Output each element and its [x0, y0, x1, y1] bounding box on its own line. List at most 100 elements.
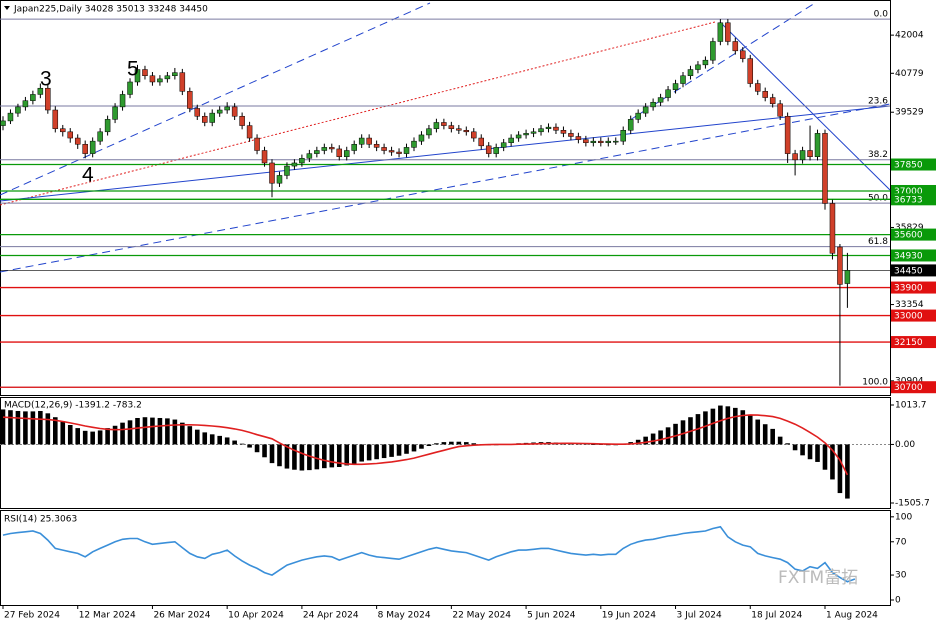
candle-body [463, 130, 470, 133]
trendline [0, 2, 431, 196]
macd-bar [322, 444, 327, 469]
candle-body [583, 139, 589, 143]
macd-bar [52, 417, 58, 445]
candle-body [187, 91, 193, 109]
menu-arrow[interactable] [4, 6, 10, 10]
candle-body [202, 115, 208, 123]
candle-body [642, 106, 649, 114]
x-tick-label: 8 May 2024 [378, 611, 431, 621]
candle-body [500, 142, 507, 148]
macd-bar [284, 444, 290, 469]
candle-body [590, 140, 597, 143]
candle-body [687, 69, 694, 77]
candle-body [276, 175, 283, 184]
macd-bar [224, 437, 230, 445]
level-box [891, 281, 936, 294]
macd-bar [165, 418, 170, 445]
macd-bar [777, 436, 783, 445]
candle-body [179, 72, 186, 92]
candle-body [67, 131, 73, 139]
macd-bar [239, 443, 245, 445]
level-label: 33900 [894, 284, 923, 294]
macd-bar [381, 444, 387, 459]
y-tick-label: -1505.7 [895, 499, 930, 509]
candle-body [411, 140, 417, 148]
x-tick-label: 18 Jul 2024 [751, 611, 802, 621]
candle-body [172, 72, 178, 77]
candle-body [299, 158, 305, 164]
candle-body [89, 140, 96, 154]
candle-body [45, 87, 51, 111]
candle-body [358, 137, 365, 145]
macd-bar [583, 444, 589, 445]
candle-body [545, 126, 552, 129]
macd-bar [665, 427, 671, 445]
level-label: 36733 [894, 195, 923, 205]
macd-bar [725, 406, 731, 445]
x-tick-label: 5 Jun 2024 [527, 611, 576, 621]
candle-body [448, 125, 455, 129]
candle-body [814, 133, 821, 157]
candle-body [314, 150, 320, 154]
macd-bar [82, 430, 88, 445]
x-tick-label: 19 Jun 2024 [602, 611, 656, 621]
y-tick-label: 100 [895, 512, 912, 522]
candle-body [134, 69, 141, 83]
candle-body [657, 97, 664, 103]
macd-bar [194, 429, 200, 445]
candle-body [224, 106, 230, 111]
candle-body [366, 137, 372, 145]
candle-body [553, 126, 559, 131]
macd-title: MACD(12,26,9) -1391.2 -783.2 [4, 401, 142, 411]
level-box [891, 381, 936, 394]
macd-bar [299, 444, 305, 471]
macd-bar [718, 405, 723, 445]
candle-body [807, 150, 813, 157]
candle-body [127, 81, 133, 95]
macd-bar [463, 442, 469, 445]
marks: 4200440779395293582933354309040.023.638.… [0, 10, 936, 621]
macd-bar [650, 433, 656, 445]
macd-bar [591, 444, 596, 445]
candle-body [799, 150, 806, 161]
fib-label: 61.8 [868, 237, 888, 247]
x-tick-label: 3 Jul 2024 [677, 611, 722, 621]
candle-body [0, 120, 6, 126]
macd-bar [456, 441, 462, 445]
candle-body [104, 119, 111, 133]
wave-label: 5 [127, 58, 139, 81]
candle-body [784, 115, 791, 154]
macd-bar [150, 417, 155, 445]
trendline [629, 2, 816, 121]
candle-body [635, 112, 641, 120]
candle-body [231, 106, 238, 117]
level-label: 35600 [894, 231, 923, 241]
candle-body [418, 134, 425, 142]
wave-label: 3 [40, 68, 52, 91]
candle-body [97, 131, 103, 142]
candle-body [508, 137, 514, 143]
macd-bar [374, 444, 379, 460]
x-tick-label: 27 Feb 2024 [4, 611, 60, 621]
candle-body [157, 78, 163, 83]
macd-bar [329, 444, 335, 468]
trendline [0, 21, 716, 206]
macd-bar [449, 441, 454, 445]
y-tick-label: 70 [895, 537, 907, 547]
macd-bar [703, 411, 708, 445]
macd-bar [209, 434, 215, 445]
macd-bar [837, 444, 843, 494]
level-label: 30700 [894, 383, 923, 393]
candle-body [777, 103, 783, 117]
macd-bar [845, 444, 850, 499]
candle-body [343, 150, 350, 157]
macd-bar [807, 444, 813, 460]
macd-bar [747, 414, 753, 445]
macd-bar [710, 408, 716, 445]
candle-body [695, 64, 701, 70]
level-label: 37000 [894, 187, 923, 197]
candle-body [747, 58, 754, 84]
level-box [891, 336, 936, 349]
